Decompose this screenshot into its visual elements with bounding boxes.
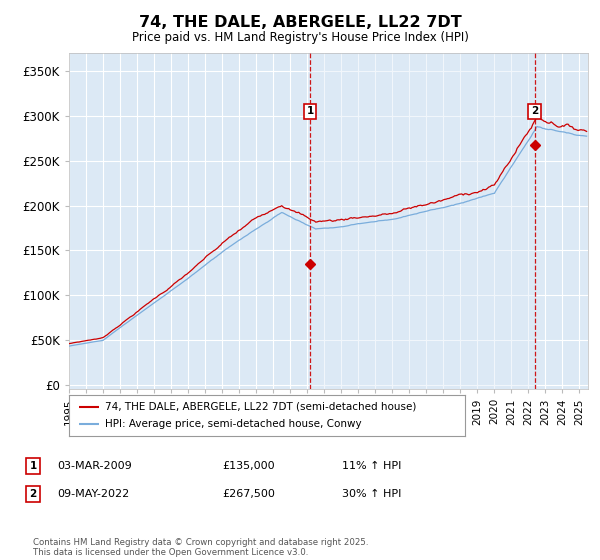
Text: 11% ↑ HPI: 11% ↑ HPI bbox=[342, 461, 401, 471]
Text: Contains HM Land Registry data © Crown copyright and database right 2025.
This d: Contains HM Land Registry data © Crown c… bbox=[33, 538, 368, 557]
Text: 74, THE DALE, ABERGELE, LL22 7DT: 74, THE DALE, ABERGELE, LL22 7DT bbox=[139, 15, 461, 30]
Text: 2: 2 bbox=[29, 489, 37, 499]
Text: 09-MAY-2022: 09-MAY-2022 bbox=[57, 489, 129, 499]
Text: 1: 1 bbox=[307, 106, 314, 116]
Text: 74, THE DALE, ABERGELE, LL22 7DT (semi-detached house): 74, THE DALE, ABERGELE, LL22 7DT (semi-d… bbox=[104, 402, 416, 412]
Text: 03-MAR-2009: 03-MAR-2009 bbox=[57, 461, 132, 471]
Text: 30% ↑ HPI: 30% ↑ HPI bbox=[342, 489, 401, 499]
Text: HPI: Average price, semi-detached house, Conwy: HPI: Average price, semi-detached house,… bbox=[104, 419, 361, 430]
Text: Price paid vs. HM Land Registry's House Price Index (HPI): Price paid vs. HM Land Registry's House … bbox=[131, 31, 469, 44]
Text: £267,500: £267,500 bbox=[222, 489, 275, 499]
Text: 1: 1 bbox=[29, 461, 37, 471]
Text: 2: 2 bbox=[531, 106, 538, 116]
Bar bbox=[310, 53, 535, 389]
Text: £135,000: £135,000 bbox=[222, 461, 275, 471]
